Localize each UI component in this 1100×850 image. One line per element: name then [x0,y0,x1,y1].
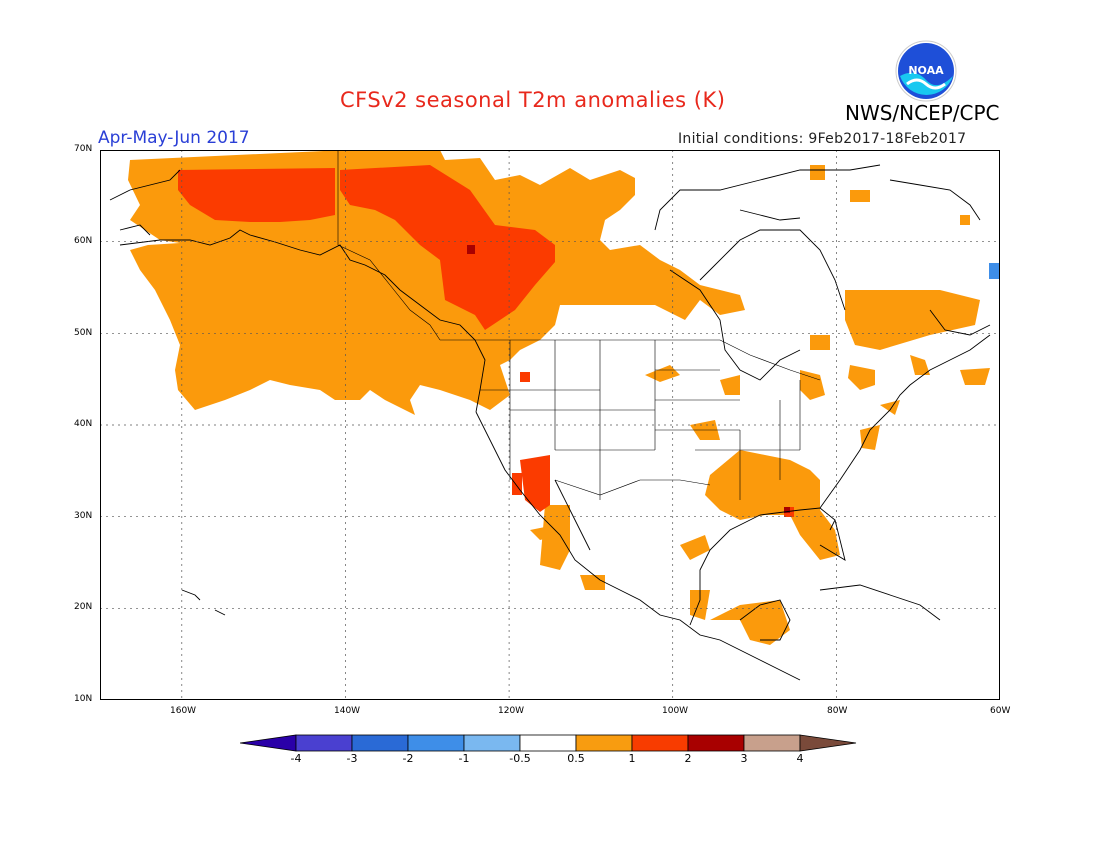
colorbar-swatch [743,734,801,752]
colorbar-tick-label: 0.5 [567,752,585,765]
colorbar-tick-label: 2 [684,752,692,765]
colorbar-left-arrow [240,734,297,752]
lon-label-160w: 160W [170,706,197,716]
lat-label-70n: 70N [74,144,93,154]
lon-label-100w: 100W [662,706,689,716]
colorbar-swatch [631,734,689,752]
lon-label-140w: 140W [334,706,361,716]
noaa-logo: NOAA [895,40,957,102]
lat-label-50n: 50N [74,328,93,338]
colorbar-tick-label: -1 [458,752,470,765]
colorbar-swatch [463,734,521,752]
colorbar-swatch [351,734,409,752]
political-borders [337,150,821,500]
logo-text: NOAA [908,64,944,77]
colorbar-swatch [407,734,465,752]
initial-conditions-label: Initial conditions: 9Feb2017-18Feb2017 [678,131,967,147]
lat-lon-grid [100,150,1000,700]
agency-label: NWS/NCEP/CPC [845,101,1000,125]
colorbar-tick-label: -2 [402,752,414,765]
lat-label-30n: 30N [74,511,93,521]
lat-label-60n: 60N [74,236,93,246]
lat-label-40n: 40N [74,419,93,429]
anomaly-darkred-regions [467,245,790,513]
colorbar-tick-label: 3 [740,752,748,765]
colorbar-tick-label: 4 [796,752,804,765]
colorbar-swatch [295,734,353,752]
anomaly-map [100,150,1000,700]
lat-label-20n: 20N [74,602,93,612]
colorbar-tick-label: 1 [628,752,636,765]
colorbar-swatch [687,734,745,752]
colorbar-tick-label: -4 [290,752,302,765]
map-title: CFSv2 seasonal T2m anomalies (K) [340,88,726,112]
colorbar-tick-label: -0.5 [509,752,531,765]
season-label: Apr-May-Jun 2017 [98,128,250,148]
colorbar-right-arrow [799,734,857,752]
anomaly-red-regions [178,165,794,517]
coastlines [109,164,991,681]
colorbar-swatch [575,734,633,752]
colorbar [240,734,857,752]
lat-label-10n: 10N [74,694,93,704]
colorbar-swatch [519,734,577,752]
lon-label-120w: 120W [498,706,525,716]
colorbar-tick-label: -3 [346,752,358,765]
anomaly-blue-region [989,263,1000,279]
lon-label-60w: 60W [990,706,1011,716]
lon-label-80w: 80W [827,706,848,716]
